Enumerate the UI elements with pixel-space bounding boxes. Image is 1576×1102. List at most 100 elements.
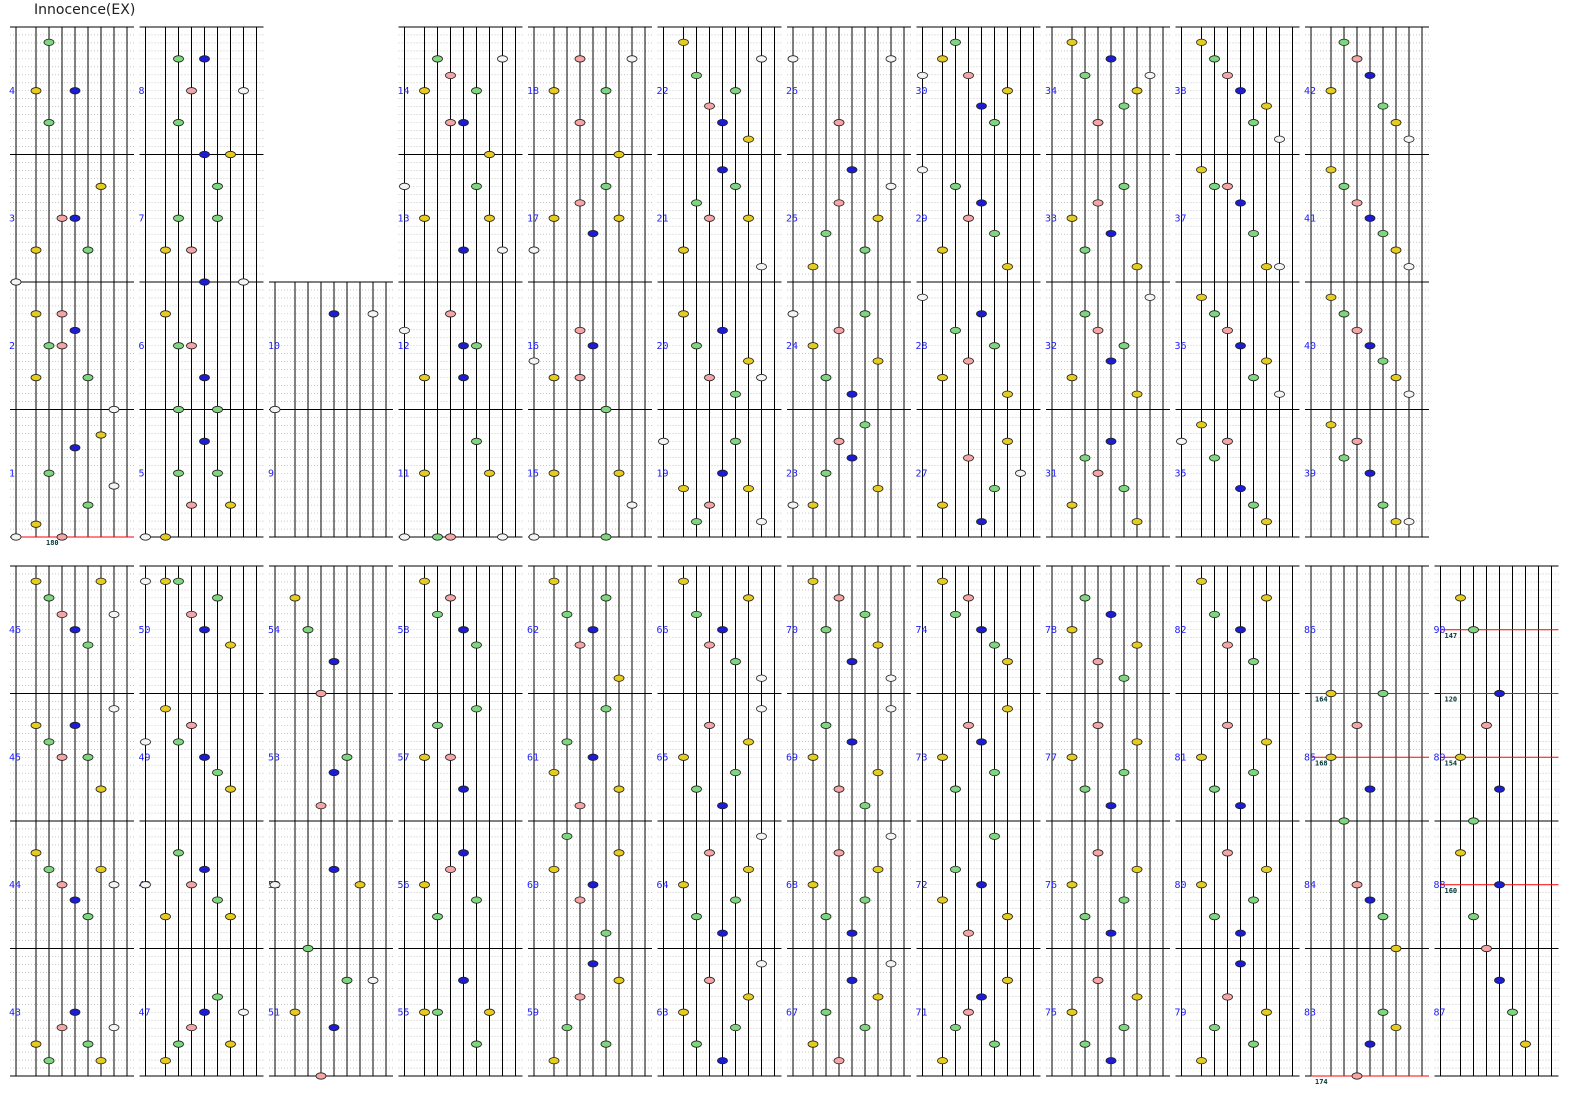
note-key3 xyxy=(186,1023,197,1032)
note-key4 xyxy=(1494,976,1505,984)
note-key4 xyxy=(1105,1057,1117,1065)
note-key5 xyxy=(82,1040,94,1048)
note-key2 xyxy=(173,577,184,585)
measure-number: 8 xyxy=(139,86,145,97)
note-key4 xyxy=(587,753,599,761)
note-scratch xyxy=(528,533,540,541)
note-key2 xyxy=(950,865,961,874)
note-key7 xyxy=(1274,263,1285,271)
note-key1 xyxy=(30,87,42,95)
measure-number: 55 xyxy=(398,1007,410,1018)
note-key4 xyxy=(458,342,469,350)
note-scratch xyxy=(269,405,281,414)
note-key3 xyxy=(963,357,974,365)
note-key5 xyxy=(212,182,223,190)
note-key4 xyxy=(1105,229,1117,238)
measure-number: 46 xyxy=(9,625,21,636)
note-key6 xyxy=(225,913,236,921)
bpm-label: 154 xyxy=(1445,759,1458,767)
note-key6 xyxy=(484,214,495,222)
note-key5 xyxy=(471,342,482,350)
note-key5 xyxy=(471,87,482,95)
note-key5 xyxy=(859,1023,871,1032)
note-key1 xyxy=(160,246,171,254)
note-key5 xyxy=(1118,1023,1130,1032)
note-key6 xyxy=(1261,102,1272,110)
measure-number: 49 xyxy=(139,752,151,763)
note-key3 xyxy=(445,753,456,761)
note-key1 xyxy=(160,533,171,541)
note-key5 xyxy=(600,705,612,713)
note-key1 xyxy=(1066,753,1078,761)
note-key6 xyxy=(1002,658,1013,666)
note-key6 xyxy=(1261,865,1272,874)
note-key3 xyxy=(186,501,197,509)
note-key2 xyxy=(691,199,702,207)
note-key4 xyxy=(69,896,81,904)
note-key5 xyxy=(82,753,94,761)
note-key6 xyxy=(743,993,754,1001)
note-key6 xyxy=(872,484,884,493)
measure-number: 51 xyxy=(268,1007,280,1018)
note-key3 xyxy=(56,610,68,619)
note-key2 xyxy=(173,342,184,350)
note-key1 xyxy=(1325,166,1337,174)
note-key5 xyxy=(1377,501,1389,509)
measure-number: 69 xyxy=(786,752,798,763)
note-scratch xyxy=(140,533,151,541)
note-key4 xyxy=(1235,929,1246,937)
note-key1 xyxy=(807,263,819,271)
measure-number: 44 xyxy=(9,880,21,891)
note-key3 xyxy=(833,1057,845,1065)
note-key3 xyxy=(186,342,197,350)
note-key7 xyxy=(108,705,120,713)
note-key3 xyxy=(56,1023,68,1032)
note-key4 xyxy=(458,785,469,793)
note-key5 xyxy=(1118,484,1130,493)
note-scratch xyxy=(787,501,799,509)
note-key6 xyxy=(1131,518,1143,526)
note-key4 xyxy=(1105,610,1117,619)
note-key2 xyxy=(561,832,573,840)
note-key3 xyxy=(1351,55,1363,63)
note-key1 xyxy=(1066,214,1078,222)
note-key6 xyxy=(1390,246,1402,254)
note-key1 xyxy=(807,342,819,350)
note-key1 xyxy=(678,753,689,761)
note-key5 xyxy=(471,182,482,190)
note-key3 xyxy=(833,785,845,793)
note-key3 xyxy=(704,214,715,222)
note-key5 xyxy=(730,390,741,398)
measure-number: 1 xyxy=(9,468,15,479)
note-key1 xyxy=(548,374,560,382)
note-key6 xyxy=(743,484,754,493)
note-key2 xyxy=(432,1008,443,1016)
note-scratch xyxy=(269,881,281,889)
note-key2 xyxy=(1468,626,1479,634)
note-key6 xyxy=(1390,944,1402,953)
measure-number: 60 xyxy=(527,880,539,891)
note-key3 xyxy=(963,214,974,222)
note-key5 xyxy=(1118,674,1130,682)
note-key6 xyxy=(1390,374,1402,382)
note-key5 xyxy=(600,594,612,602)
note-key2 xyxy=(1209,310,1220,318)
note-key2 xyxy=(1209,55,1220,63)
note-key4 xyxy=(1364,342,1376,350)
note-key3 xyxy=(1222,849,1233,857)
note-key4 xyxy=(328,768,340,777)
measure-number: 14 xyxy=(398,86,410,97)
note-key2 xyxy=(43,342,55,350)
note-key2 xyxy=(950,326,961,335)
note-key7 xyxy=(1403,518,1415,526)
note-key4 xyxy=(69,1008,81,1016)
note-key5 xyxy=(471,705,482,713)
measure-number: 43 xyxy=(9,1007,21,1018)
note-key3 xyxy=(315,689,327,698)
measure-number: 75 xyxy=(1045,1007,1057,1018)
note-key2 xyxy=(820,913,832,921)
note-key5 xyxy=(212,594,223,602)
note-key7 xyxy=(108,482,120,490)
note-key2 xyxy=(820,721,832,729)
note-key6 xyxy=(872,865,884,874)
